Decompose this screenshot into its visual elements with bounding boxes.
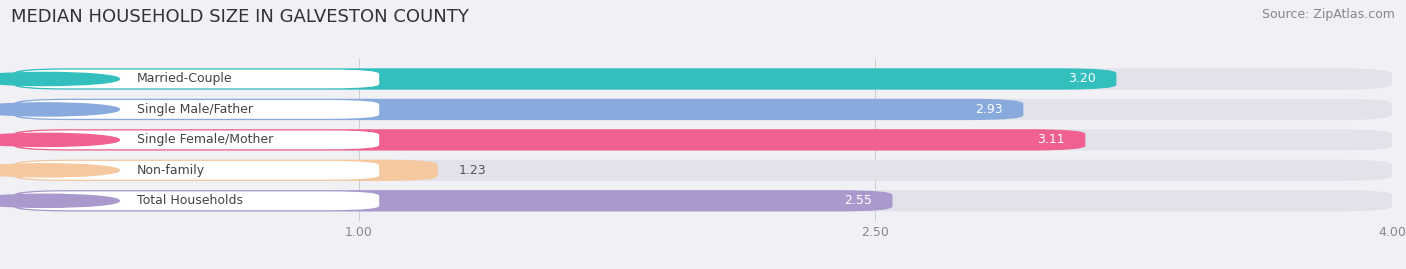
FancyBboxPatch shape	[17, 130, 380, 149]
FancyBboxPatch shape	[14, 68, 1116, 90]
Text: MEDIAN HOUSEHOLD SIZE IN GALVESTON COUNTY: MEDIAN HOUSEHOLD SIZE IN GALVESTON COUNT…	[11, 8, 470, 26]
Text: 3.20: 3.20	[1069, 72, 1095, 86]
Circle shape	[0, 72, 120, 86]
FancyBboxPatch shape	[14, 160, 437, 181]
FancyBboxPatch shape	[14, 129, 1392, 151]
Circle shape	[0, 133, 120, 146]
Text: 2.55: 2.55	[844, 194, 872, 207]
Circle shape	[0, 103, 120, 116]
FancyBboxPatch shape	[17, 161, 380, 180]
FancyBboxPatch shape	[14, 160, 1392, 181]
Text: Total Households: Total Households	[136, 194, 243, 207]
Text: 1.23: 1.23	[458, 164, 486, 177]
Text: Non-family: Non-family	[136, 164, 205, 177]
Text: Source: ZipAtlas.com: Source: ZipAtlas.com	[1261, 8, 1395, 21]
FancyBboxPatch shape	[14, 190, 1392, 211]
Text: Single Male/Father: Single Male/Father	[136, 103, 253, 116]
Text: 2.93: 2.93	[976, 103, 1002, 116]
FancyBboxPatch shape	[14, 190, 893, 211]
FancyBboxPatch shape	[14, 129, 1085, 151]
Circle shape	[0, 164, 120, 177]
FancyBboxPatch shape	[17, 70, 380, 88]
Text: 3.11: 3.11	[1038, 133, 1064, 146]
FancyBboxPatch shape	[14, 99, 1392, 120]
FancyBboxPatch shape	[17, 100, 380, 119]
FancyBboxPatch shape	[14, 68, 1392, 90]
Circle shape	[0, 194, 120, 207]
Text: Married-Couple: Married-Couple	[136, 72, 232, 86]
Text: Single Female/Mother: Single Female/Mother	[136, 133, 273, 146]
FancyBboxPatch shape	[17, 192, 380, 210]
FancyBboxPatch shape	[14, 99, 1024, 120]
